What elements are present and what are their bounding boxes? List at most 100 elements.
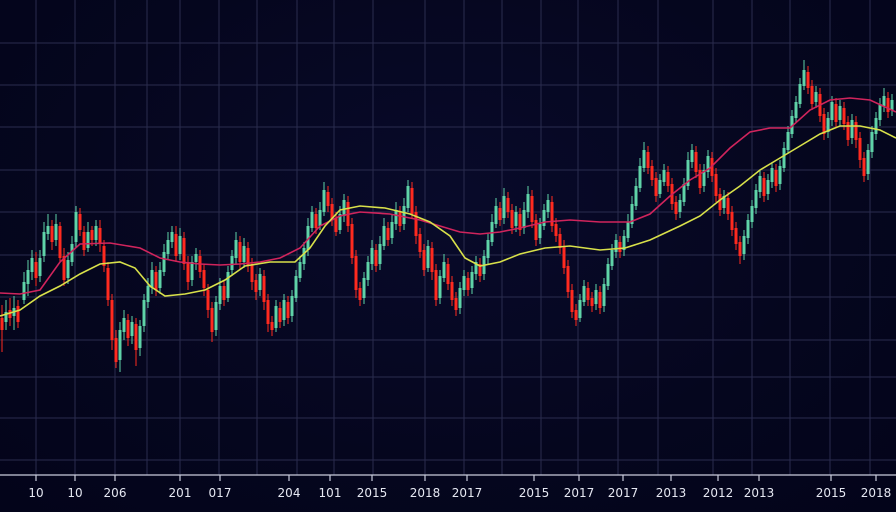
candle-up <box>342 194 346 222</box>
x-axis-tick-label: 2015 <box>357 486 388 500</box>
candle-down <box>466 272 470 296</box>
candle-up <box>158 262 162 294</box>
candle-down <box>650 160 654 186</box>
candle-down <box>430 242 434 280</box>
candle-up <box>86 222 90 252</box>
candle-down <box>574 304 578 326</box>
candle-up <box>750 200 754 228</box>
x-axis-tick-label: 2012 <box>703 486 734 500</box>
candle-up <box>274 300 278 332</box>
x-axis-tick-label: 2018 <box>410 486 441 500</box>
candle-down <box>534 214 538 246</box>
candle-down <box>562 240 566 274</box>
candle-up <box>626 214 630 242</box>
candle-up <box>802 60 806 90</box>
candle-down <box>414 206 418 244</box>
candle-down <box>78 208 82 236</box>
x-axis-tick-label: 2017 <box>452 486 483 500</box>
x-axis-tick-label: 10 <box>67 486 82 500</box>
candle-up <box>890 94 894 116</box>
candle-up <box>462 270 466 296</box>
x-axis-tick-label: 206 <box>104 486 127 500</box>
candle-up <box>602 278 606 312</box>
candle-down <box>270 316 274 336</box>
x-axis-tick-label: 101 <box>319 486 342 500</box>
candle-down <box>58 222 62 262</box>
candle-down <box>418 228 422 258</box>
candle-down <box>450 276 454 306</box>
candle-up <box>470 266 474 294</box>
candle-up <box>642 142 646 172</box>
candle-up <box>850 114 854 144</box>
candle-up <box>12 296 16 330</box>
candle-down <box>266 294 270 332</box>
candle-down <box>350 218 354 264</box>
candle-down <box>774 164 778 192</box>
x-axis-tick-label: 2015 <box>816 486 847 500</box>
candle-up <box>630 196 634 228</box>
candle-down <box>586 282 590 306</box>
candle-down <box>598 286 602 314</box>
candle-down <box>454 292 458 316</box>
candle-up <box>610 244 614 270</box>
candle-down <box>126 314 130 346</box>
candle-down <box>110 294 114 350</box>
candle-up <box>382 218 386 250</box>
x-axis-tick-label: 017 <box>209 486 232 500</box>
candle-down <box>82 226 86 256</box>
candle-up <box>658 174 662 198</box>
candle-down <box>182 232 186 270</box>
candle-down <box>530 190 534 228</box>
candle-up <box>826 112 830 138</box>
candle-down <box>554 218 558 242</box>
candle-down <box>566 260 570 298</box>
candle-up <box>402 198 406 230</box>
candle-up <box>542 204 546 230</box>
candle-down <box>618 236 622 258</box>
x-axis-tick-label: 204 <box>278 486 301 500</box>
candle-down <box>498 202 502 226</box>
candle-up <box>662 164 666 186</box>
candle-up <box>514 206 518 232</box>
candle-down <box>478 258 482 282</box>
candle-down <box>254 274 258 300</box>
candle-down <box>246 242 250 272</box>
candles <box>0 60 894 372</box>
candle-up <box>66 252 70 284</box>
candle-down <box>550 196 554 232</box>
candle-down <box>210 302 214 342</box>
candle-down <box>114 330 118 368</box>
candle-down <box>0 305 4 352</box>
candle-up <box>742 230 746 260</box>
candle-down <box>734 222 738 250</box>
x-axis-tick-label: 2017 <box>564 486 595 500</box>
candle-up <box>614 234 618 258</box>
candle-down <box>90 226 94 246</box>
candle-down <box>374 244 378 272</box>
candle-up <box>794 96 798 122</box>
candle-down <box>446 258 450 290</box>
candle-up <box>622 230 626 256</box>
candle-up <box>866 144 870 180</box>
candle-up <box>870 126 874 158</box>
candle-down <box>862 152 866 182</box>
candle-up <box>814 86 818 108</box>
candle-up <box>882 88 886 112</box>
candle-up <box>766 174 770 200</box>
candle-up <box>74 206 78 248</box>
candle-up <box>142 294 146 332</box>
candle-down <box>434 264 438 306</box>
candle-up <box>290 290 294 322</box>
candle-up <box>770 162 774 188</box>
candle-up <box>282 294 286 326</box>
candle-down <box>834 98 838 128</box>
candle-up <box>786 126 790 154</box>
candle-up <box>746 214 750 244</box>
candle-up <box>406 180 410 212</box>
candle-up <box>578 294 582 322</box>
x-axis: 10 10 206 201 017 204 101 2015 2018 2017 2015 2017 2… <box>0 474 896 500</box>
candle-up <box>582 280 586 306</box>
candle-down <box>154 266 158 296</box>
candle-up <box>294 270 298 302</box>
candle-down <box>358 282 362 306</box>
